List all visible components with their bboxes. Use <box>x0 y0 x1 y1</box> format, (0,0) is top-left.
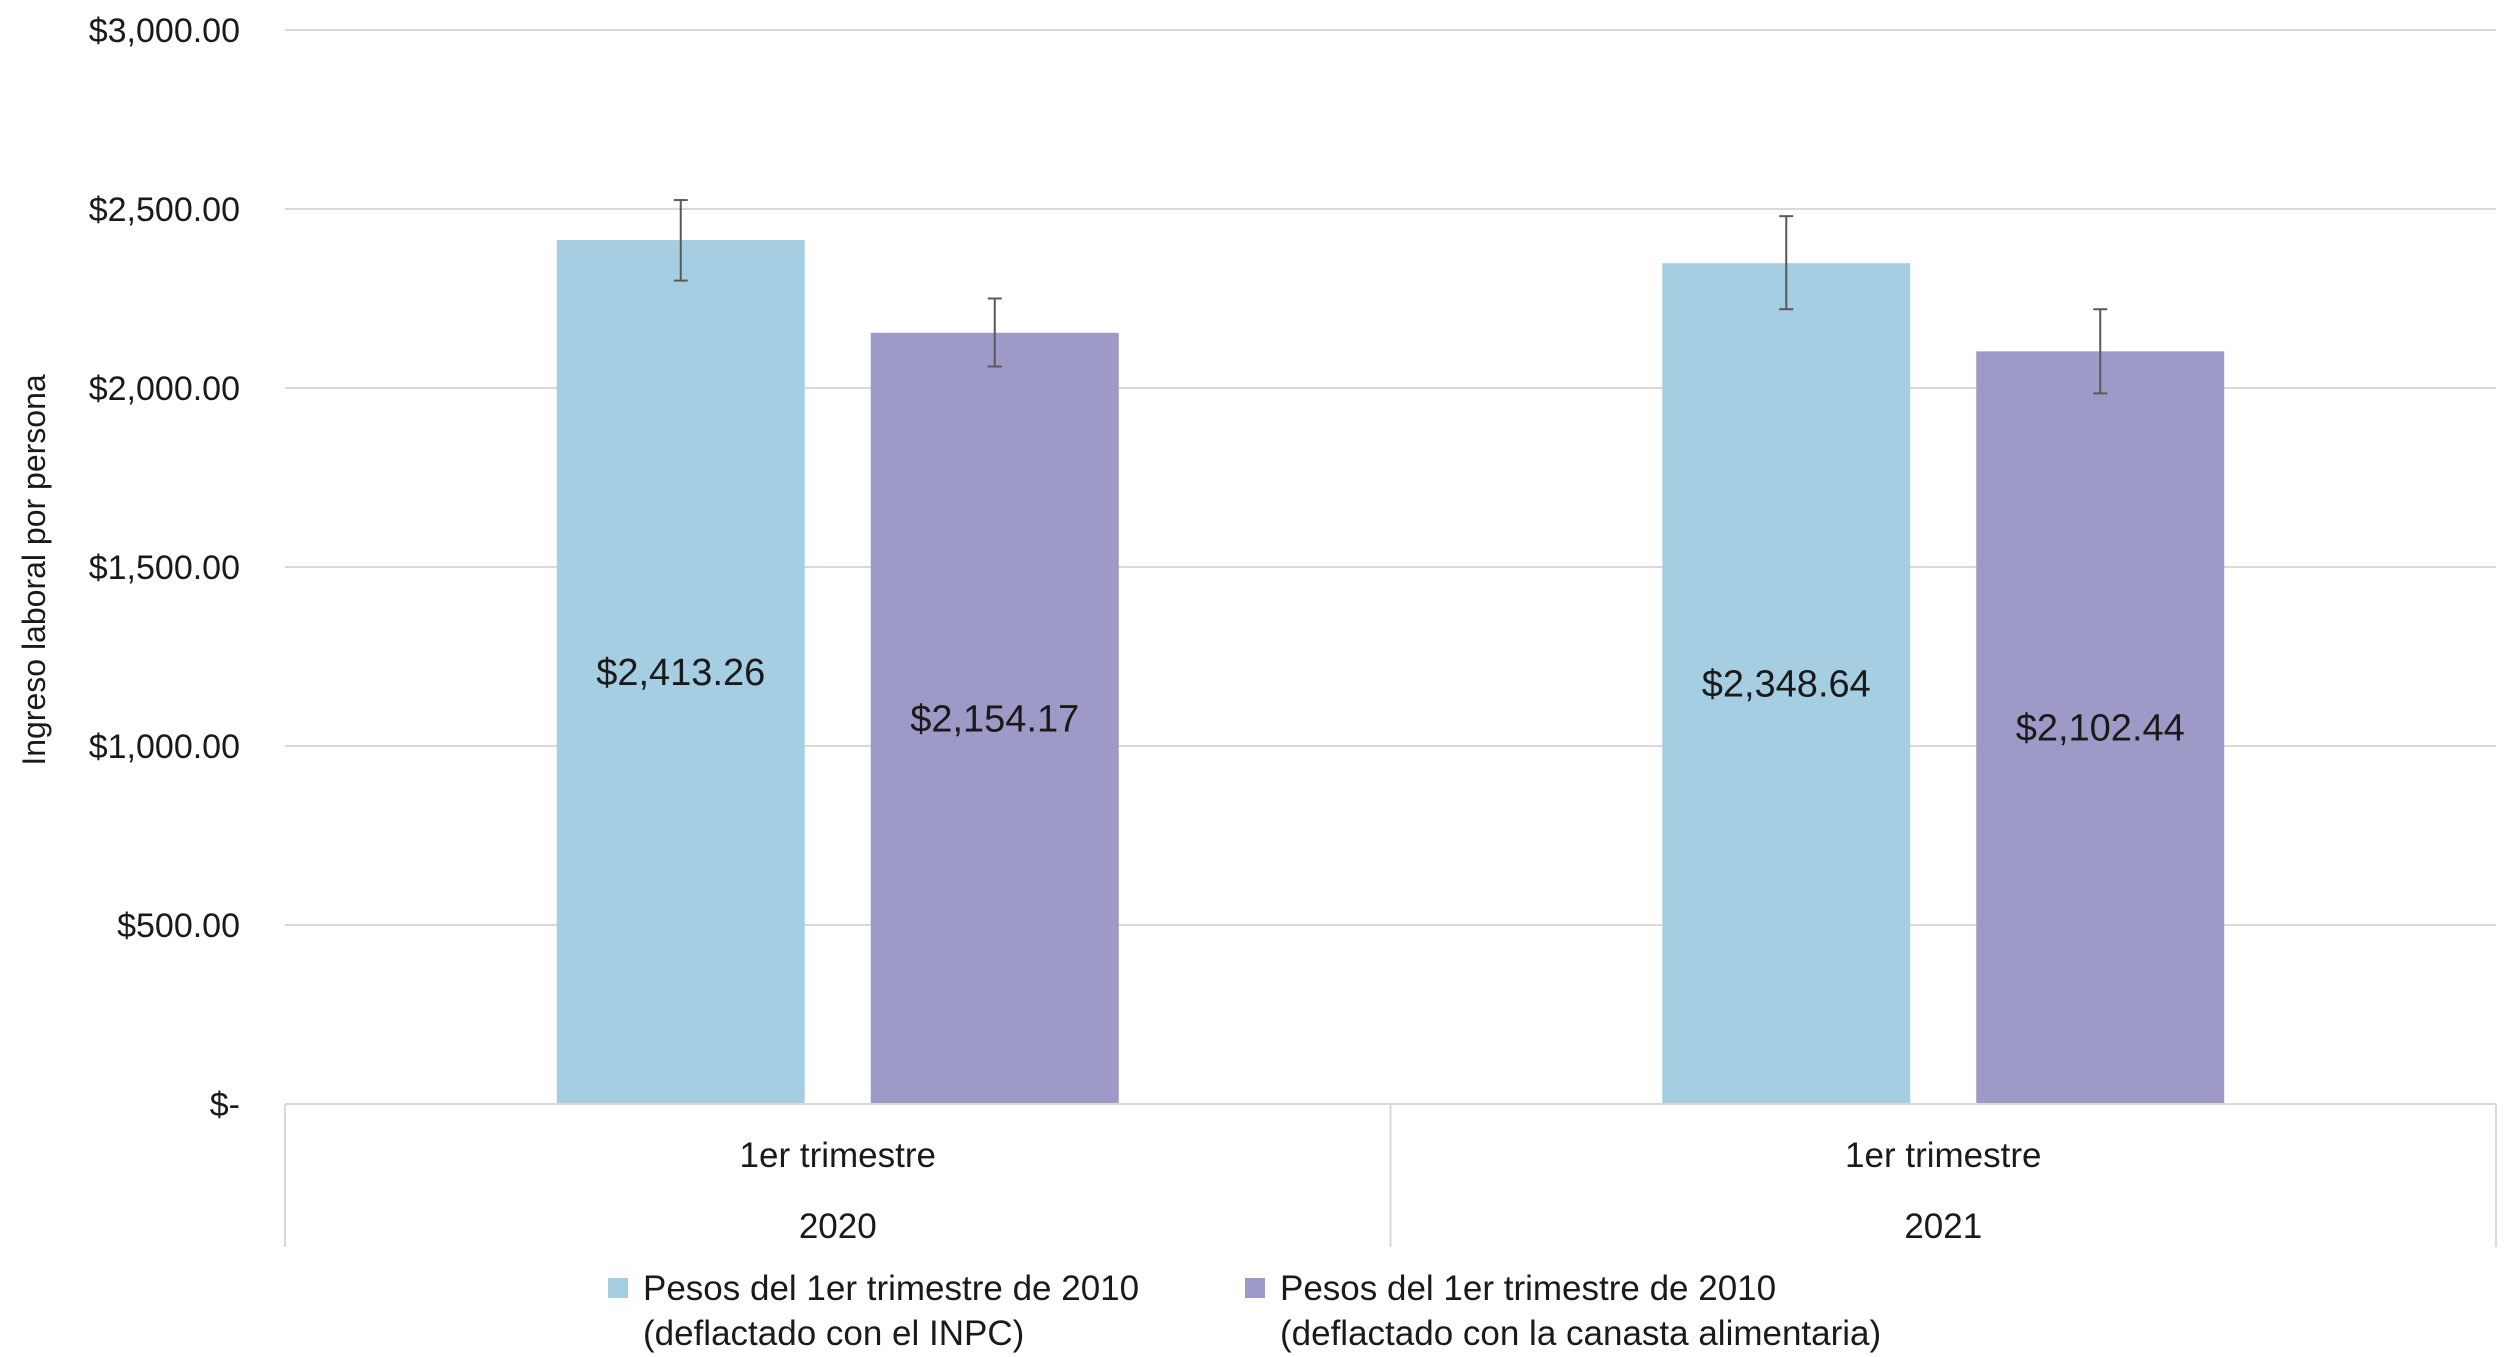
error-bars <box>673 199 2108 395</box>
data-label: $2,413.26 <box>596 652 765 694</box>
data-labels: $2,413.26 $2,154.17 $2,348.64 $2,102.44 <box>596 652 2185 750</box>
y-tick-label: $1,500.00 <box>89 549 240 587</box>
legend-swatch <box>1245 1278 1265 1298</box>
legend-label-sub: (deflactado con la canasta alimentaria) <box>1280 1314 1881 1353</box>
legend-swatch <box>608 1278 628 1298</box>
category-label-period: 1er trimestre <box>740 1136 936 1175</box>
y-tick-label: $2,000.00 <box>89 370 240 408</box>
y-axis-title: Ingreso laboral por persona <box>16 374 52 766</box>
data-label: $2,154.17 <box>910 698 1079 740</box>
category-label-year: 2020 <box>799 1207 877 1246</box>
legend-label: Pesos del 1er trimestre de 2010 <box>1280 1269 1776 1308</box>
y-tick-label: $3,000.00 <box>89 12 240 50</box>
legend-label-sub: (deflactado con el INPC) <box>643 1314 1024 1353</box>
legend: Pesos del 1er trimestre de 2010 (deflacta… <box>608 1269 1881 1353</box>
x-axis: 1er trimestre 2020 1er trimestre 2021 <box>284 1103 2497 1247</box>
y-tick-label: $1,000.00 <box>89 728 240 766</box>
bar <box>1976 351 2225 1104</box>
data-label: $2,102.44 <box>2016 708 2185 750</box>
category-label-year: 2021 <box>1904 1207 1982 1246</box>
y-tick-label: $2,500.00 <box>89 191 240 229</box>
bars <box>556 240 2225 1104</box>
y-tick-label: $500.00 <box>117 907 240 945</box>
legend-label: Pesos del 1er trimestre de 2010 <box>643 1269 1139 1308</box>
bar <box>1662 263 1911 1104</box>
y-axis-ticks: $- $500.00 $1,000.00 $1,500.00 $2,000.00 $2,5… <box>89 12 240 1124</box>
bar <box>870 332 1119 1104</box>
y-tick-label: $- <box>210 1086 240 1124</box>
category-label-period: 1er trimestre <box>1845 1136 2041 1175</box>
bar <box>556 240 805 1104</box>
data-label: $2,348.64 <box>1702 664 1871 706</box>
